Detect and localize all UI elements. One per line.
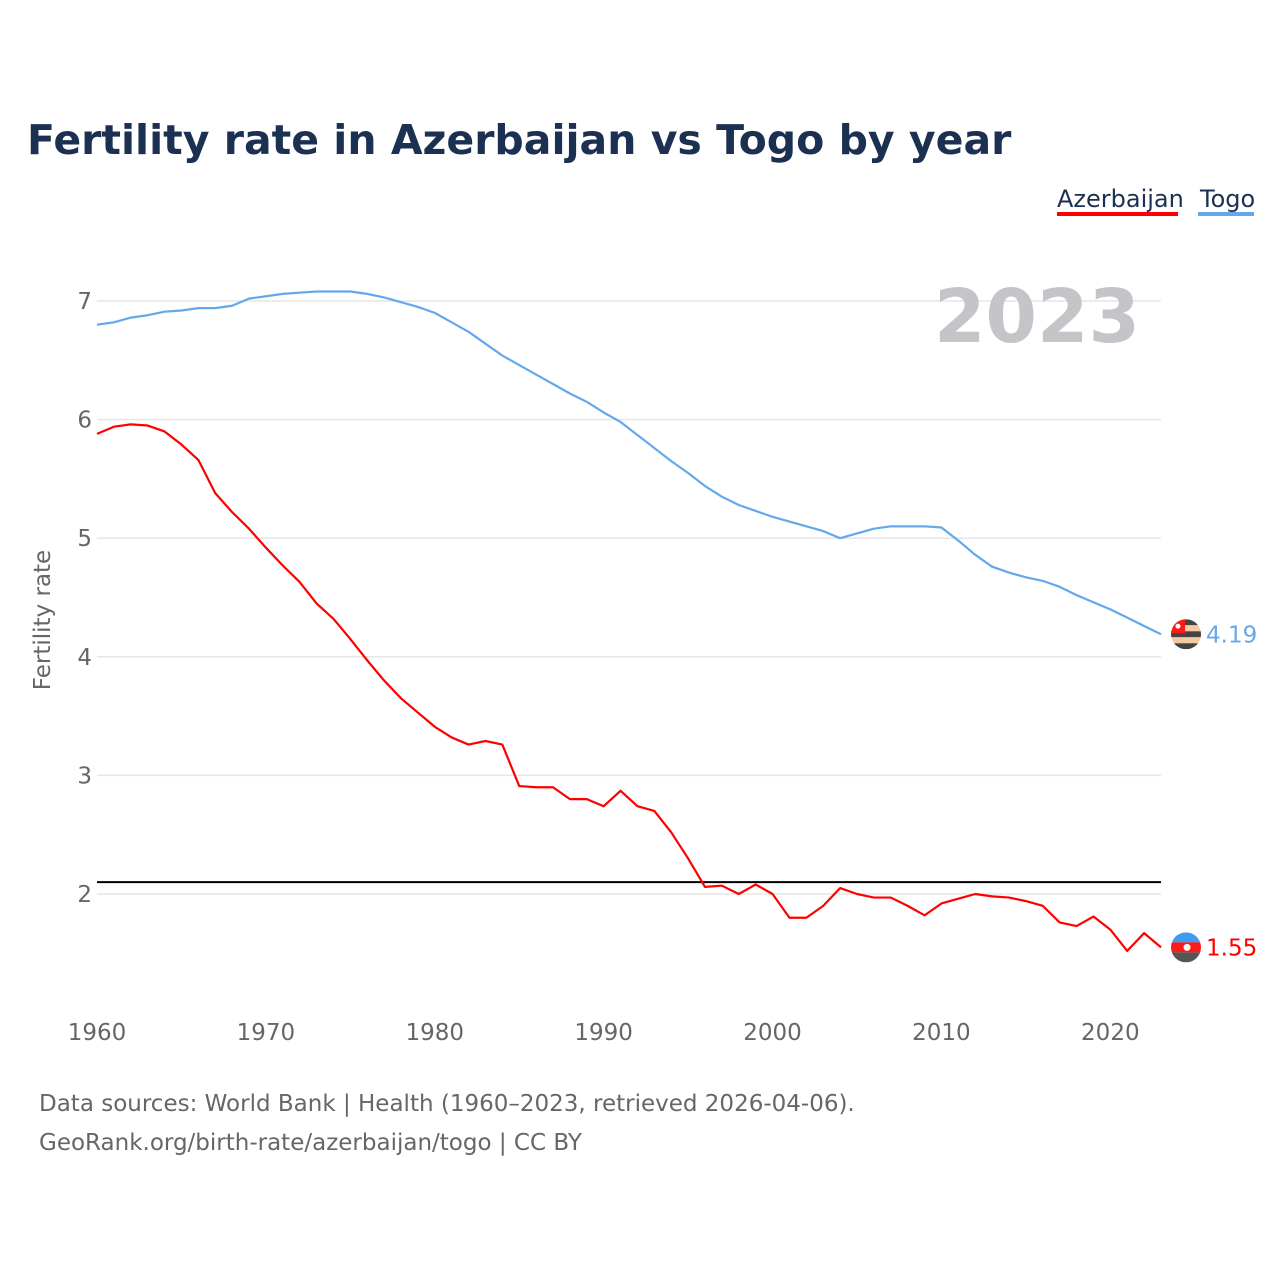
y-tick-label: 5: [77, 526, 92, 552]
x-tick-label: 2020: [1081, 1020, 1140, 1046]
series-end-markers: 1.55 4.19: [1171, 619, 1257, 963]
y-tick-label: 7: [77, 289, 92, 315]
year-label: 2023: [934, 274, 1140, 360]
x-ticks: 1960 1970 1980 1990 2000 2010 2020: [68, 1020, 1140, 1046]
legend-azerbaijan[interactable]: Azerbaijan: [1057, 185, 1184, 213]
x-tick-label: 2000: [743, 1020, 802, 1046]
azerbaijan-flag-icon: [1171, 932, 1201, 963]
x-tick-label: 2010: [912, 1020, 971, 1046]
togo-flag-icon: [1171, 619, 1201, 650]
x-tick-label: 1960: [68, 1020, 127, 1046]
grid: [97, 300, 1161, 895]
x-tick-label: 1980: [406, 1020, 465, 1046]
y-axis-label: Fertility rate: [30, 550, 56, 690]
legend: Azerbaijan Togo: [1057, 185, 1255, 216]
y-tick-label: 6: [77, 408, 92, 434]
y-ticks: 2 3 4 5 6 7: [77, 289, 92, 908]
legend-togo[interactable]: Togo: [1199, 185, 1255, 213]
series-lines: [96, 290, 1162, 953]
chart-title: Fertility rate in Azerbaijan vs Togo by …: [27, 116, 1012, 164]
x-tick-label: 1990: [574, 1020, 633, 1046]
y-tick-label: 4: [77, 645, 92, 671]
series-line-azerbaijan: [96, 423, 1162, 953]
y-tick-label: 2: [77, 882, 92, 908]
x-tick-label: 1970: [237, 1020, 296, 1046]
legend-togo-swatch: [1198, 212, 1254, 216]
end-label-togo: 4.19: [1206, 622, 1257, 648]
series-line-togo: [96, 290, 1162, 636]
end-label-azerbaijan: 1.55: [1206, 935, 1257, 961]
source-line-1: Data sources: World Bank | Health (1960–…: [39, 1091, 855, 1117]
source-line-2[interactable]: GeoRank.org/birth-rate/azerbaijan/togo |…: [39, 1130, 583, 1156]
legend-azerbaijan-swatch: [1057, 212, 1178, 216]
y-tick-label: 3: [77, 763, 92, 789]
